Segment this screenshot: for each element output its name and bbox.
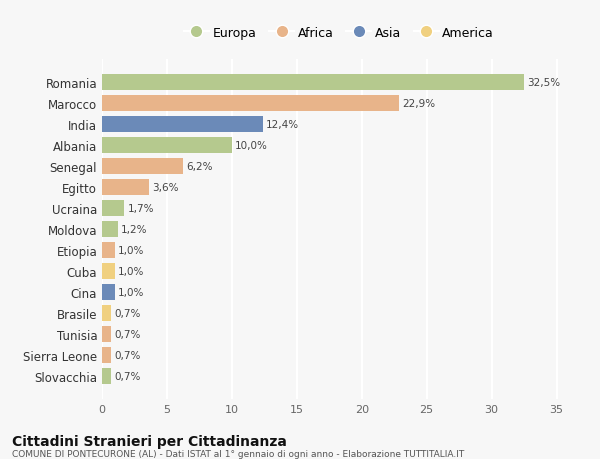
- Bar: [102, 326, 111, 342]
- Text: 1,0%: 1,0%: [118, 246, 145, 255]
- Text: 0,7%: 0,7%: [115, 329, 141, 339]
- Bar: [102, 159, 182, 174]
- Text: 0,7%: 0,7%: [115, 308, 141, 318]
- Text: 0,7%: 0,7%: [115, 350, 141, 360]
- Text: 1,0%: 1,0%: [118, 266, 145, 276]
- Text: 10,0%: 10,0%: [235, 141, 268, 151]
- Text: 22,9%: 22,9%: [403, 99, 436, 109]
- Bar: [102, 201, 124, 216]
- Text: 0,7%: 0,7%: [115, 371, 141, 381]
- Bar: [102, 117, 263, 133]
- Text: 32,5%: 32,5%: [527, 78, 560, 88]
- Text: 3,6%: 3,6%: [152, 183, 178, 193]
- Bar: [102, 368, 111, 384]
- Text: 1,7%: 1,7%: [127, 204, 154, 213]
- Bar: [102, 285, 115, 300]
- Text: 6,2%: 6,2%: [186, 162, 212, 172]
- Bar: [102, 96, 400, 112]
- Text: Cittadini Stranieri per Cittadinanza: Cittadini Stranieri per Cittadinanza: [12, 434, 287, 448]
- Bar: [102, 138, 232, 154]
- Text: 1,2%: 1,2%: [121, 224, 148, 235]
- Legend: Europa, Africa, Asia, America: Europa, Africa, Asia, America: [179, 22, 499, 45]
- Bar: [102, 222, 118, 237]
- Bar: [102, 180, 149, 196]
- Bar: [102, 263, 115, 279]
- Bar: [102, 347, 111, 363]
- Bar: [102, 305, 111, 321]
- Text: 1,0%: 1,0%: [118, 287, 145, 297]
- Text: COMUNE DI PONTECURONE (AL) - Dati ISTAT al 1° gennaio di ogni anno - Elaborazion: COMUNE DI PONTECURONE (AL) - Dati ISTAT …: [12, 449, 464, 458]
- Bar: [102, 243, 115, 258]
- Bar: [102, 75, 524, 91]
- Text: 12,4%: 12,4%: [266, 120, 299, 130]
